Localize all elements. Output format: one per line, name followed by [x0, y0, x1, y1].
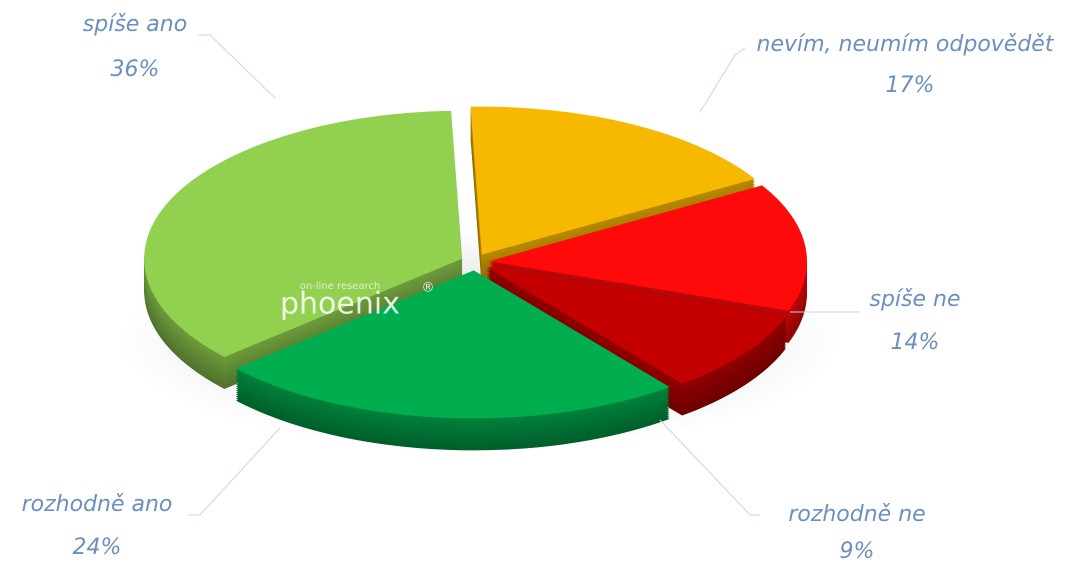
- slice-top: [488, 185, 807, 311]
- slice: [488, 185, 807, 343]
- slice-top: [235, 270, 670, 419]
- value-label: 14%: [891, 330, 940, 355]
- leader-line: [188, 427, 281, 516]
- slice-top: [470, 106, 755, 255]
- slice: [486, 266, 786, 416]
- slice-top: [486, 266, 786, 384]
- leader-line: [198, 34, 276, 99]
- watermark-mark: ®: [422, 281, 435, 296]
- watermark-brand: phoenix: [280, 287, 400, 322]
- value-label: 9%: [840, 539, 875, 564]
- slice-top: [144, 110, 463, 357]
- slice: [144, 110, 463, 389]
- watermark: on-line research phoenix ®: [280, 281, 434, 322]
- category-label: rozhodně ne: [788, 502, 925, 527]
- slices: [144, 106, 807, 451]
- slice: [470, 106, 755, 287]
- slice: [235, 270, 670, 451]
- labels: nevím, neumím odpovědět 17% spíše ne 14% roz…: [22, 12, 1055, 564]
- category-label: spíše ano: [83, 12, 187, 37]
- value-label: 24%: [73, 535, 122, 560]
- leader-line: [699, 47, 746, 113]
- watermark-tagline: on-line research: [300, 281, 381, 292]
- category-label: rozhodně ano: [22, 492, 173, 517]
- leader-line: [659, 419, 760, 516]
- leader-lines: [188, 34, 860, 516]
- value-label: 36%: [111, 57, 160, 82]
- category-label: spíše ne: [869, 287, 960, 312]
- category-label: nevím, neumím odpovědět: [757, 32, 1055, 57]
- value-label: 17%: [886, 73, 935, 98]
